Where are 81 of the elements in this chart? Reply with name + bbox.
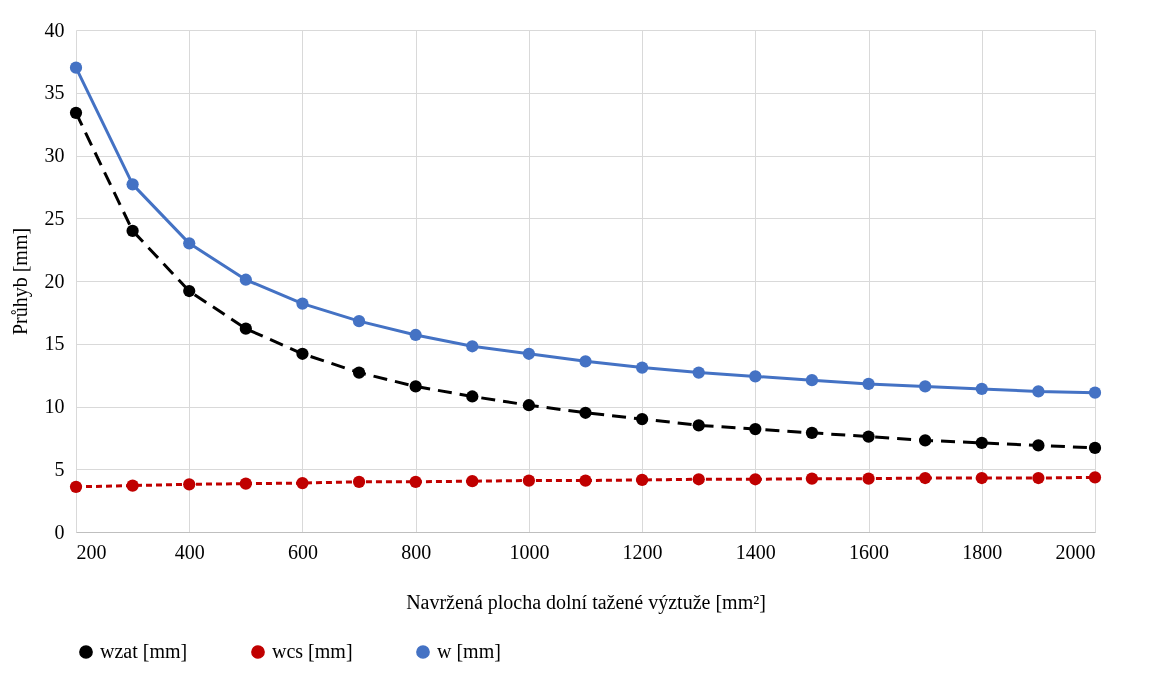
x-tick-label: 400 bbox=[174, 540, 205, 563]
point bbox=[919, 434, 932, 447]
x-tick-label: 1200 bbox=[622, 540, 663, 563]
point bbox=[409, 380, 422, 393]
point bbox=[579, 474, 592, 487]
point bbox=[1088, 471, 1102, 484]
point bbox=[975, 471, 988, 485]
x-tick-label: 200 bbox=[76, 540, 107, 563]
point bbox=[862, 377, 875, 391]
point bbox=[862, 430, 875, 443]
point bbox=[183, 284, 196, 298]
x-tick-label: 1800 bbox=[962, 540, 1003, 563]
point bbox=[352, 475, 366, 488]
x-tick-label: 1000 bbox=[509, 540, 550, 563]
point bbox=[579, 355, 592, 368]
x-tick-label: 800 bbox=[401, 540, 432, 563]
point bbox=[635, 473, 649, 487]
point bbox=[69, 61, 83, 74]
point bbox=[635, 412, 649, 426]
point bbox=[1032, 471, 1045, 485]
point bbox=[239, 477, 252, 490]
y-tick-label: 40 bbox=[44, 18, 65, 41]
y-tick-label: 30 bbox=[44, 144, 65, 166]
y-tick-label: 15 bbox=[44, 332, 65, 355]
point bbox=[919, 380, 932, 393]
point bbox=[69, 106, 83, 119]
y-axis-title: Průhyb [mm] bbox=[8, 227, 32, 336]
point bbox=[183, 478, 196, 491]
point bbox=[522, 399, 536, 412]
point bbox=[635, 361, 649, 374]
point bbox=[579, 406, 592, 419]
point bbox=[692, 366, 705, 379]
legend-label: wcs [mm] bbox=[272, 640, 353, 662]
point bbox=[692, 473, 705, 486]
point bbox=[126, 178, 139, 191]
point bbox=[466, 340, 479, 353]
point bbox=[975, 436, 988, 450]
point bbox=[749, 473, 762, 486]
legend-label: wzat [mm] bbox=[100, 640, 188, 662]
y-tick-label: 5 bbox=[54, 457, 65, 480]
point bbox=[239, 273, 252, 286]
y-tick-label: 35 bbox=[44, 81, 65, 104]
point bbox=[522, 474, 536, 487]
point bbox=[1032, 439, 1045, 452]
point bbox=[1032, 385, 1045, 398]
point bbox=[409, 328, 422, 342]
point bbox=[296, 297, 309, 310]
point bbox=[183, 237, 196, 250]
point bbox=[919, 471, 932, 485]
y-tick-label: 0 bbox=[54, 520, 65, 543]
point bbox=[296, 347, 309, 360]
point bbox=[1088, 441, 1102, 455]
y-tick-label: 20 bbox=[44, 269, 65, 292]
point bbox=[805, 426, 819, 439]
point bbox=[352, 366, 366, 379]
point bbox=[466, 475, 479, 488]
y-tick-label: 10 bbox=[44, 395, 65, 417]
point bbox=[805, 472, 819, 485]
point bbox=[975, 382, 988, 396]
point bbox=[692, 419, 705, 432]
point bbox=[409, 475, 422, 488]
point bbox=[466, 390, 479, 403]
point bbox=[352, 315, 366, 328]
point bbox=[239, 322, 252, 335]
x-tick-label: 1400 bbox=[735, 540, 776, 563]
point bbox=[69, 480, 83, 493]
x-tick-label: 600 bbox=[287, 540, 318, 563]
point bbox=[522, 347, 536, 360]
point bbox=[126, 479, 139, 492]
point bbox=[862, 472, 875, 485]
point bbox=[805, 374, 819, 387]
legend-label: w [mm] bbox=[437, 640, 501, 662]
y-tick-label: 25 bbox=[44, 206, 65, 229]
point bbox=[749, 370, 762, 383]
point bbox=[296, 476, 309, 490]
x-tick-label: 2000 bbox=[1055, 540, 1096, 563]
x-axis-title: Navržená plocha dolní tažené výztuže [mm²] bbox=[406, 590, 766, 614]
point bbox=[126, 224, 139, 237]
point bbox=[749, 422, 762, 436]
x-tick-label: 1600 bbox=[849, 540, 890, 563]
point bbox=[1088, 386, 1102, 399]
